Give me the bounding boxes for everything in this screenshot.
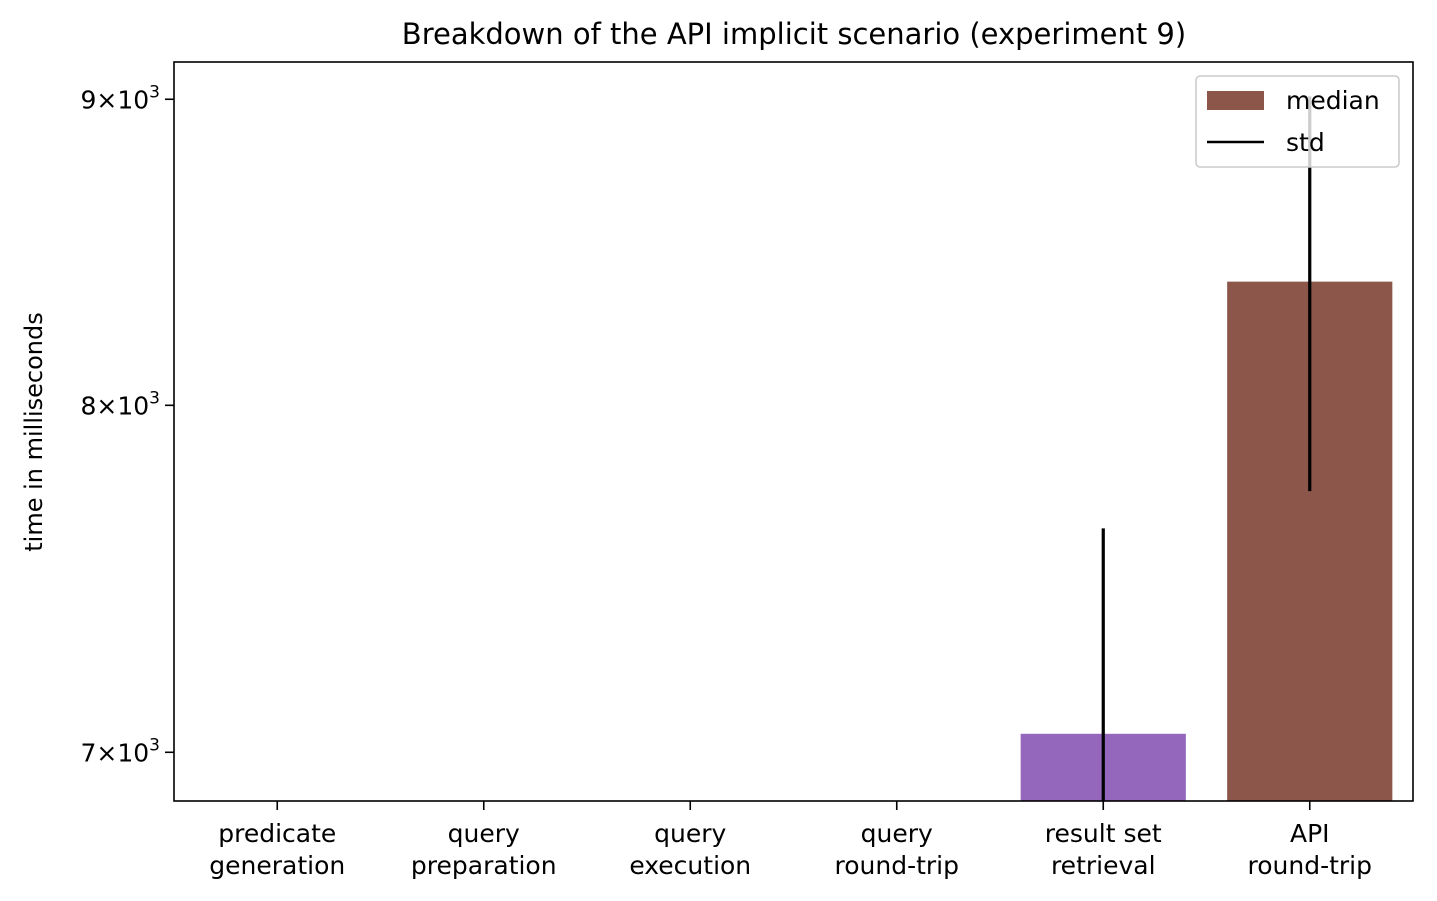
x-tick-label: API round-trip <box>1248 819 1373 880</box>
plot-frame <box>173 61 1414 802</box>
chart-title: Breakdown of the API implicit scenario (… <box>402 17 1186 51</box>
y-ticks: 7×103 8×103 9×103 <box>81 82 174 767</box>
x-tick-label: result set retrieval <box>1045 819 1162 880</box>
y-tick-label: 9×103 <box>81 82 161 114</box>
y-tick-label: 7×103 <box>81 735 161 767</box>
legend: median std <box>1195 75 1400 168</box>
legend-label: std <box>1286 128 1325 157</box>
x-tick-label: query preparation <box>411 819 557 880</box>
legend-label: median <box>1286 86 1380 115</box>
bars-layer <box>1020 281 1393 802</box>
legend-swatch <box>1207 91 1264 110</box>
x-tick-label: query execution <box>629 819 751 880</box>
x-ticks: predicate generation query preparation query… <box>209 801 1372 880</box>
x-tick-label: query round-trip <box>835 819 960 880</box>
y-tick-label: 8×103 <box>81 388 161 420</box>
y-axis-label: time in milliseconds <box>20 312 48 552</box>
x-tick-label: predicate generation <box>209 819 345 880</box>
